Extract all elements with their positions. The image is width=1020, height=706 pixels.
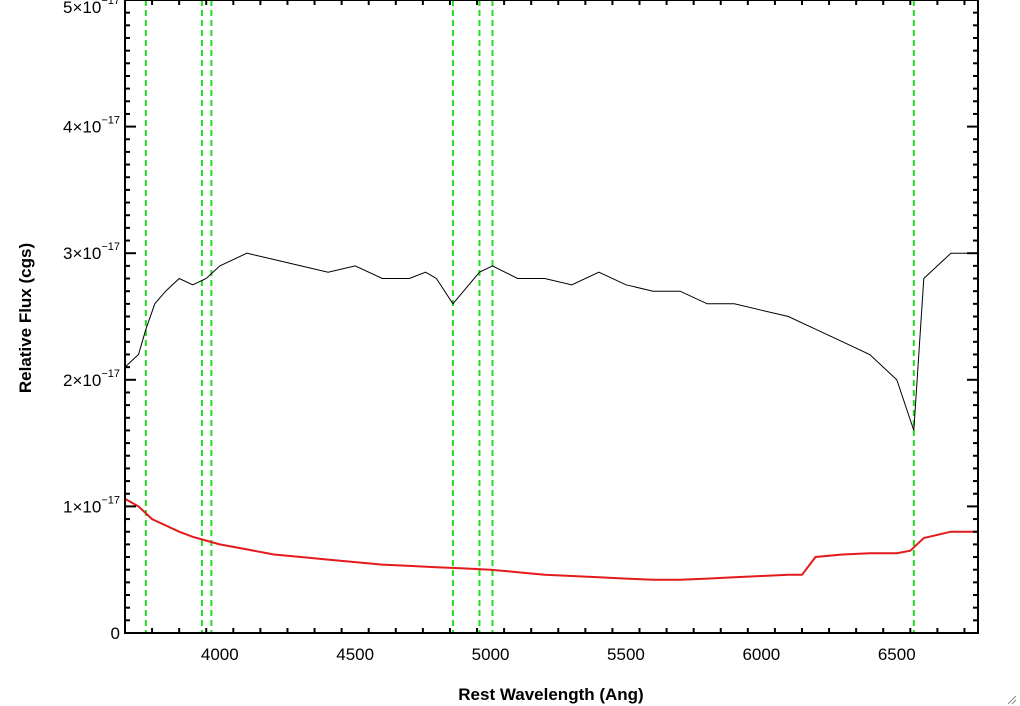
y-tick-labels: 0 1×10−17 2×10−17 3×10−17 4×10−17 5×10−17 bbox=[63, 0, 120, 643]
x-tick-label: 6500 bbox=[878, 645, 916, 664]
y-tick-label: 3×10−17 bbox=[63, 241, 120, 263]
spectrum-series bbox=[124, 252, 978, 431]
error-line bbox=[124, 497, 978, 581]
y-tick-label: 2×10−17 bbox=[63, 368, 120, 390]
y-tick-label: 1×10−17 bbox=[63, 494, 120, 516]
x-axis-title: Rest Wavelength (Ang) bbox=[458, 685, 643, 704]
y-tick-label: 5×10−17 bbox=[63, 0, 120, 17]
x-tick-labels: 4000 4500 5000 5500 6000 6500 bbox=[201, 645, 916, 664]
axes bbox=[124, 0, 979, 634]
x-tick-label: 4000 bbox=[201, 645, 239, 664]
resize-grip-icon[interactable] bbox=[1007, 695, 1017, 705]
x-tick-label: 5500 bbox=[607, 645, 645, 664]
y-tick-label: 0 bbox=[111, 624, 120, 643]
y-axis-title: Relative Flux (cgs) bbox=[16, 243, 35, 393]
y-tick-label: 4×10−17 bbox=[63, 115, 120, 137]
error-series bbox=[124, 497, 978, 581]
x-tick-label: 5000 bbox=[472, 645, 510, 664]
x-tick-label: 6000 bbox=[742, 645, 780, 664]
emission-line-markers bbox=[144, 0, 915, 633]
x-tick-label: 4500 bbox=[336, 645, 374, 664]
spectrum-line bbox=[124, 252, 978, 431]
